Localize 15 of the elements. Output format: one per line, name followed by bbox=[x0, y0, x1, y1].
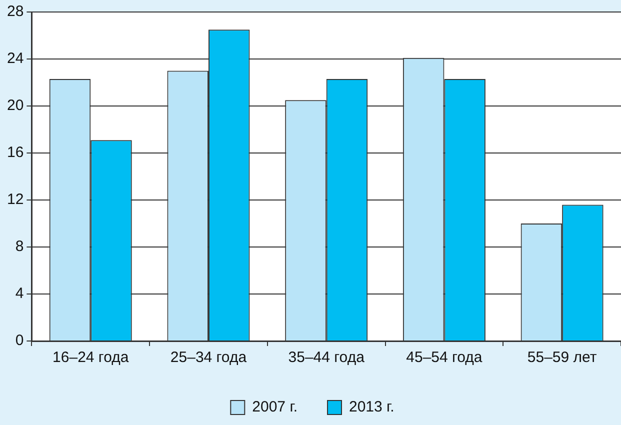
y-tick-label: 8 bbox=[15, 238, 24, 256]
x-tick-label: 16–24 года bbox=[52, 349, 130, 366]
y-tick-label: 16 bbox=[6, 144, 24, 162]
x-tick-label: 45–54 года bbox=[406, 349, 483, 366]
y-tick-label: 24 bbox=[6, 50, 24, 68]
legend-label: 2013 г. bbox=[349, 398, 394, 416]
y-tick-label: 4 bbox=[15, 285, 24, 302]
x-tick-label: 55–59 лет bbox=[527, 349, 597, 366]
y-tick-label: 20 bbox=[6, 97, 24, 114]
x-tick-label: 25–34 года bbox=[170, 349, 248, 366]
y-tick-label: 28 bbox=[6, 3, 24, 20]
y-tick-label: 0 bbox=[15, 332, 24, 350]
legend-label: 2007 г. bbox=[252, 398, 298, 416]
y-tick-label: 12 bbox=[6, 191, 24, 208]
x-tick-label: 35–44 года bbox=[288, 349, 366, 366]
